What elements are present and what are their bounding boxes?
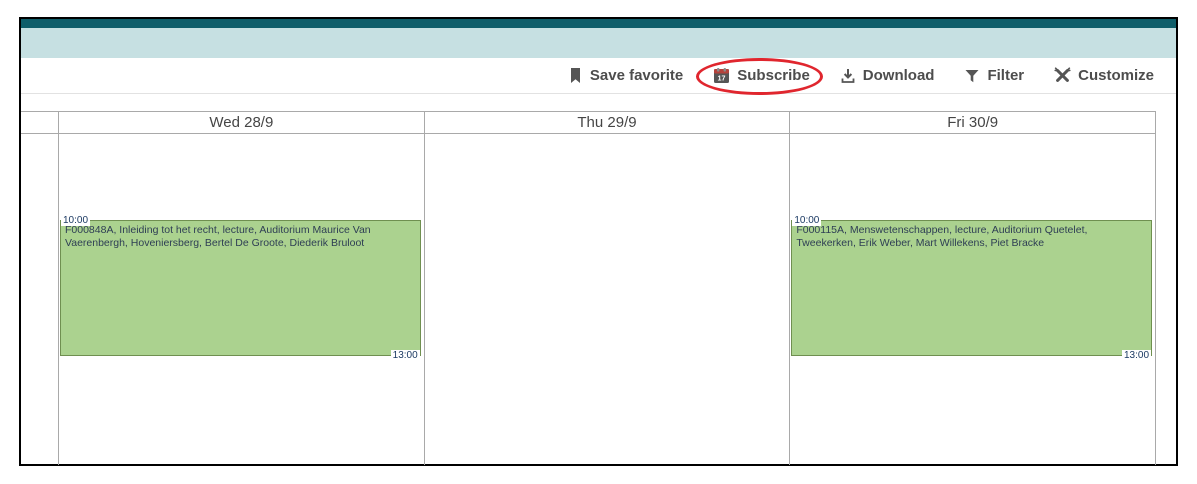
toolbar: Save favorite 17 Subscribe [21,58,1176,95]
day-column-wed: 10:00 F000848A, Inleiding tot het recht,… [59,134,425,465]
time-gutter-header [21,112,59,133]
download-button[interactable]: Download [840,67,935,84]
secondary-header-bar [21,28,1176,58]
filter-button[interactable]: Filter [964,67,1024,84]
event-start-time: 10:00 [61,215,91,226]
download-label: Download [862,67,935,84]
event-end-time: 13:00 [1121,350,1152,361]
event-description: F000115A, Menswetenschappen, lecture, Au… [796,224,1088,249]
bookmark-icon [568,67,583,84]
tools-icon [1054,67,1071,84]
toolbar-calendar-gap [21,94,1176,111]
subscribe-button[interactable]: 17 Subscribe [713,67,810,84]
app-window: Save favorite 17 Subscribe [19,17,1178,466]
customize-label: Customize [1078,67,1154,84]
event-description: F000848A, Inleiding tot het recht, lectu… [65,224,371,249]
subscribe-wrap: 17 Subscribe [696,58,823,95]
day-header-fri: Fri 30/9 [790,112,1157,133]
filter-icon [964,68,980,84]
download-icon [840,67,856,84]
calendar-body: 10:00 F000848A, Inleiding tot het recht,… [21,134,1157,465]
calendar-header-row: Wed 28/9 Thu 29/9 Fri 30/9 [21,111,1157,134]
event-start-time: 10:00 [792,215,822,226]
save-favorite-label: Save favorite [589,67,684,84]
calendar: Wed 28/9 Thu 29/9 Fri 30/9 10:00 F000848… [21,111,1157,465]
calendar-icon-day: 17 [718,74,726,83]
calendar-icon: 17 [713,67,730,84]
day-header-wed: Wed 28/9 [59,112,425,133]
save-favorite-button[interactable]: Save favorite [568,67,683,84]
day-column-thu [425,134,791,465]
top-accent-bar [21,19,1176,28]
day-column-fri: 10:00 F000115A, Menswetenschappen, lectu… [790,134,1157,465]
customize-button[interactable]: Customize [1054,67,1154,84]
event-block-fri[interactable]: 10:00 F000115A, Menswetenschappen, lectu… [791,215,1153,361]
event-block-wed[interactable]: 10:00 F000848A, Inleiding tot het recht,… [60,215,421,361]
filter-label: Filter [987,67,1025,84]
day-header-thu: Thu 29/9 [425,112,791,133]
event-end-time: 13:00 [390,350,420,361]
time-gutter-column [21,134,59,465]
subscribe-label: Subscribe [737,67,810,84]
